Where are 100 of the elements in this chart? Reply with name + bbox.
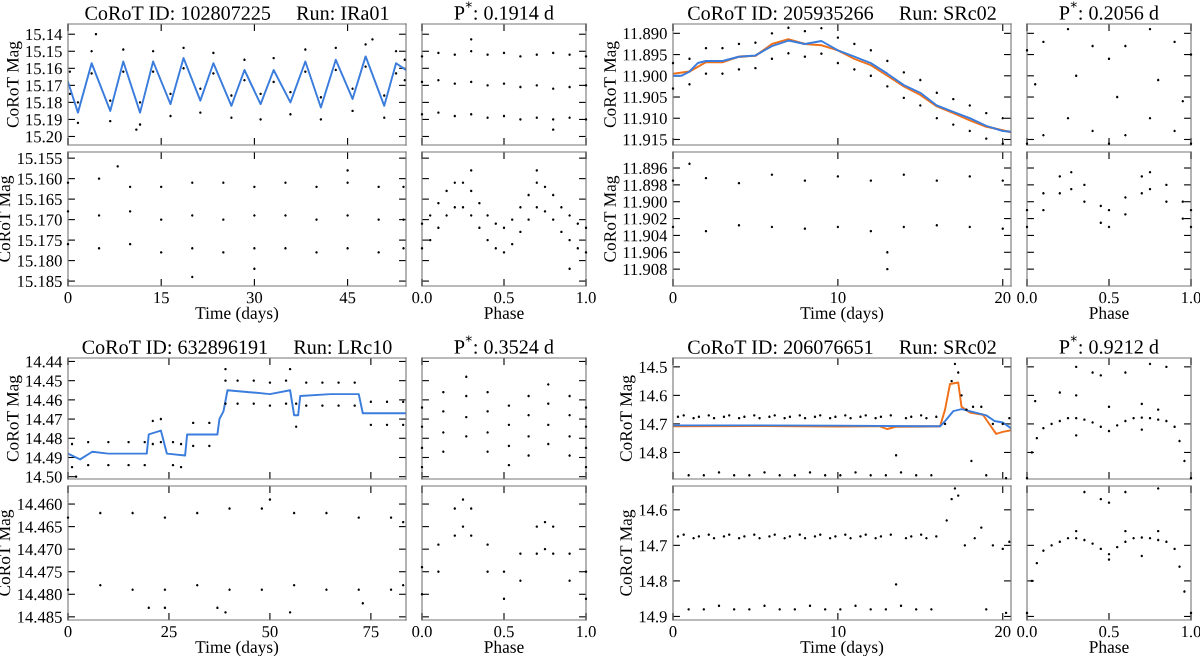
- x-tick-label: 0: [64, 292, 72, 304]
- y-tick-label: 15.15: [26, 46, 62, 58]
- point: [1091, 371, 1094, 374]
- point: [1140, 175, 1143, 178]
- point: [1050, 422, 1053, 426]
- point: [985, 137, 988, 140]
- y-tick-label: 15.14: [26, 29, 63, 41]
- point: [486, 238, 489, 242]
- x-tick-label: 0.0: [1017, 626, 1037, 638]
- point: [253, 247, 256, 250]
- point: [1157, 408, 1160, 411]
- point: [371, 38, 374, 41]
- point: [568, 435, 571, 438]
- y-tick-label: 15.155: [18, 152, 62, 165]
- point: [364, 65, 367, 68]
- point: [76, 101, 80, 104]
- point: [351, 109, 354, 113]
- y-tick-label: 14.48: [26, 432, 62, 445]
- x-tick-label: 1.0: [577, 626, 596, 638]
- y-tick-label: 11.898: [623, 179, 667, 191]
- point: [584, 406, 588, 409]
- point: [138, 123, 142, 126]
- y-axis-title: CoRoT Mag: [620, 375, 636, 462]
- point: [268, 404, 272, 407]
- x-tick-label: 15: [154, 292, 169, 304]
- point: [160, 218, 163, 221]
- x-axis-title: Time (days): [195, 306, 279, 323]
- point: [107, 463, 110, 467]
- x-tick-label: 0.5: [1099, 292, 1119, 304]
- x-tick-label: 0.5: [494, 626, 514, 638]
- point: [568, 454, 571, 457]
- point: [1181, 217, 1184, 220]
- point: [1075, 394, 1078, 397]
- point: [527, 218, 530, 221]
- x-tick-label: 1.0: [1182, 626, 1200, 638]
- point: [721, 47, 724, 50]
- point: [169, 92, 172, 96]
- point: [486, 431, 489, 434]
- line-series: [68, 55, 406, 114]
- point: [1157, 418, 1160, 421]
- x-tick-label: 20: [995, 292, 1011, 304]
- y-tick-label: 14.9: [639, 611, 667, 623]
- point: [228, 507, 231, 510]
- point: [131, 588, 134, 591]
- point: [836, 175, 840, 178]
- y-tick-label: 14.49: [26, 452, 62, 464]
- point: [754, 41, 757, 44]
- point: [1042, 134, 1045, 137]
- point: [568, 53, 571, 56]
- point: [321, 381, 324, 384]
- point: [519, 85, 522, 89]
- y-tick-label: 15.20: [26, 131, 62, 143]
- point: [437, 202, 440, 205]
- point: [212, 72, 215, 75]
- x-tick-label: 0.0: [412, 626, 432, 638]
- point: [869, 179, 873, 182]
- point: [1178, 565, 1181, 568]
- chart-title: P$^{*}$: 0.3524 d: [454, 335, 554, 354]
- point: [935, 179, 939, 182]
- y-tick-label: 14.45: [26, 375, 62, 387]
- point: [199, 111, 202, 114]
- point: [377, 251, 380, 254]
- y-tick-label: 11.910: [623, 112, 667, 125]
- x-tick-label: 0.5: [494, 292, 514, 304]
- x-tick-label: 0: [64, 626, 72, 638]
- point: [461, 525, 465, 528]
- chart-title: P$^{*}$: 0.2056 d: [1059, 1, 1159, 20]
- point: [1132, 417, 1135, 420]
- point: [535, 525, 538, 528]
- point: [182, 46, 185, 50]
- point: [1173, 129, 1176, 133]
- point: [321, 404, 324, 407]
- x-tick-label: 50: [262, 626, 278, 638]
- point: [820, 27, 823, 30]
- point: [560, 230, 563, 234]
- point: [519, 118, 522, 121]
- point: [1189, 53, 1193, 56]
- point: [754, 66, 757, 70]
- y-tick-label: 15.185: [18, 275, 62, 288]
- point: [836, 36, 840, 39]
- point: [568, 238, 571, 242]
- y-tick-label: 14.46: [26, 394, 62, 406]
- chart-title: P$^{*}$: 0.9212 d: [1059, 335, 1159, 354]
- y-tick-label: 14.485: [18, 611, 62, 623]
- chart-title: CoRoT ID: 205935266 Run: SRc02: [688, 6, 996, 20]
- point: [420, 406, 424, 409]
- point: [519, 579, 522, 582]
- point: [315, 251, 318, 254]
- point: [1042, 208, 1045, 212]
- y-tick-label: 14.47: [26, 413, 62, 426]
- x-axis-title: Phase: [484, 640, 524, 653]
- point: [1140, 428, 1143, 431]
- point: [453, 534, 456, 537]
- point: [346, 214, 349, 217]
- point: [259, 92, 262, 96]
- point: [252, 379, 255, 382]
- y-tick-label: 11.908: [623, 263, 667, 276]
- point: [527, 394, 530, 398]
- point: [127, 440, 130, 444]
- y-tick-label: 14.44: [26, 356, 63, 368]
